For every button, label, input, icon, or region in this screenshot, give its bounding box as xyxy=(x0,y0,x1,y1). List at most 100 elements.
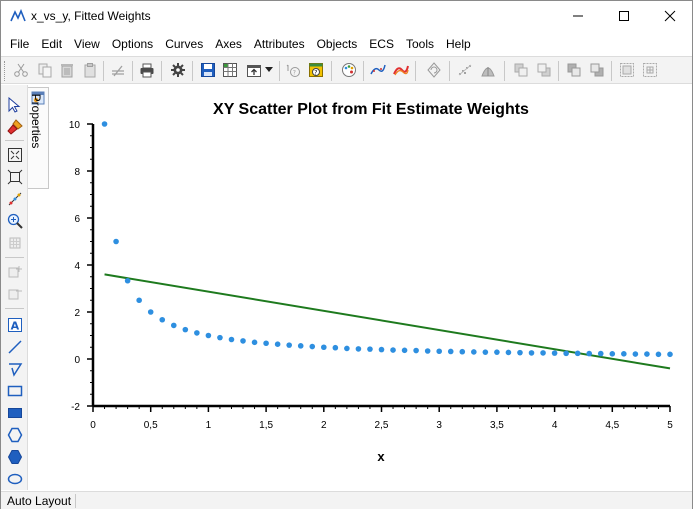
send-backward-icon xyxy=(537,63,551,77)
export-dropdown-button[interactable] xyxy=(263,60,275,80)
export-button[interactable] xyxy=(244,60,264,80)
pointer-tool[interactable] xyxy=(5,95,25,115)
delete-button[interactable] xyxy=(57,60,77,80)
settings-icon xyxy=(171,63,185,77)
data-point xyxy=(424,348,431,354)
bring-forward-button[interactable] xyxy=(511,60,531,80)
menu-view[interactable]: View xyxy=(74,37,100,51)
polyline-icon xyxy=(9,363,23,377)
group-icon xyxy=(620,63,634,77)
data-point xyxy=(505,349,512,356)
filled-hexagon-tool[interactable] xyxy=(5,447,25,467)
menu-objects[interactable]: Objects xyxy=(316,37,358,51)
curve-fit-button[interactable] xyxy=(368,60,388,80)
menu-ecs[interactable]: ECS xyxy=(369,37,394,51)
filled-rectangle-tool[interactable] xyxy=(5,403,25,423)
data-point xyxy=(413,347,419,354)
data-points-series xyxy=(101,121,673,358)
format-icon xyxy=(112,65,124,77)
menu-help[interactable]: Help xyxy=(445,37,471,51)
menu-edit[interactable]: Edit xyxy=(41,37,63,51)
send-to-back-button[interactable] xyxy=(587,60,607,80)
data-point xyxy=(147,309,154,315)
paste-button[interactable] xyxy=(80,60,100,80)
menu-tools[interactable]: Tools xyxy=(405,37,434,51)
hexagon-tool[interactable] xyxy=(5,425,25,445)
toolbar-separator xyxy=(192,61,193,81)
edit-points-icon xyxy=(8,192,22,206)
ellipse-tool[interactable] xyxy=(5,469,25,489)
toolbar-separator xyxy=(415,61,416,81)
data-grid-button[interactable] xyxy=(220,60,240,80)
svg-text:?: ? xyxy=(293,70,296,77)
toolbar-grip[interactable] xyxy=(4,61,7,81)
palette-icon xyxy=(342,63,356,77)
close-button[interactable] xyxy=(647,1,693,31)
text-tool[interactable]: A xyxy=(5,315,25,335)
line-icon xyxy=(8,340,22,354)
y-tick-label: 4 xyxy=(74,261,80,272)
save-button[interactable] xyxy=(198,60,218,80)
edit-points-tool[interactable] xyxy=(5,189,25,209)
data-point xyxy=(332,344,339,351)
curve-fit-highlight-button[interactable] xyxy=(391,60,411,80)
data-point xyxy=(574,350,581,357)
text-icon: A xyxy=(8,318,22,333)
dropdown-icon xyxy=(265,67,273,72)
polyline-tool[interactable] xyxy=(5,359,25,379)
help-button[interactable]: ? xyxy=(306,60,326,80)
scatter-chart[interactable]: XY Scatter Plot from Fit Estimate Weight… xyxy=(51,85,692,491)
data-grid-icon xyxy=(223,63,237,77)
print-button[interactable] xyxy=(137,60,157,80)
line-tool[interactable] xyxy=(5,337,25,357)
data-point xyxy=(540,350,546,356)
palette-button[interactable] xyxy=(339,60,359,80)
menu-attributes[interactable]: Attributes xyxy=(253,37,305,51)
y-tick-label: 6 xyxy=(74,214,80,225)
plot-canvas[interactable]: XY Scatter Plot from Fit Estimate Weight… xyxy=(51,85,692,491)
data-point xyxy=(528,350,535,356)
zoom-tool[interactable] xyxy=(5,211,25,231)
zoom-fit-tool[interactable] xyxy=(5,145,25,165)
data-table-tool[interactable] xyxy=(5,233,25,253)
export-icon xyxy=(247,65,261,77)
ungroup-button[interactable] xyxy=(640,60,660,80)
add-layer-icon xyxy=(8,266,22,278)
brush-tool[interactable] xyxy=(5,117,25,137)
left-tool-palette: A xyxy=(1,85,28,490)
menu-file[interactable]: File xyxy=(10,37,30,51)
group-button[interactable] xyxy=(617,60,637,80)
save-icon xyxy=(201,63,215,77)
data-point xyxy=(644,351,650,357)
gauge-button[interactable] xyxy=(478,60,498,80)
rectangle-tool[interactable] xyxy=(5,381,25,401)
minimize-button[interactable] xyxy=(555,1,601,31)
toolbar-separator xyxy=(331,61,332,81)
status-bar: Auto Layout xyxy=(1,491,692,509)
toolbar-separator xyxy=(103,61,104,81)
remove-layer-tool[interactable] xyxy=(5,284,25,304)
settings-button[interactable] xyxy=(168,60,188,80)
cut-button[interactable] xyxy=(11,60,31,80)
bring-to-front-button[interactable] xyxy=(564,60,584,80)
x-tick-label: 2 xyxy=(321,420,327,431)
copy-button[interactable] xyxy=(35,60,55,80)
menu-options[interactable]: Options xyxy=(111,37,154,51)
data-point xyxy=(297,343,304,349)
rotate-button[interactable] xyxy=(424,60,444,80)
send-backward-button[interactable] xyxy=(534,60,554,80)
add-layer-tool[interactable] xyxy=(5,262,25,282)
toolbar-separator xyxy=(132,61,133,81)
maximize-icon xyxy=(619,11,629,21)
maximize-button[interactable] xyxy=(601,1,647,31)
data-point xyxy=(159,316,166,323)
properties-tab[interactable]: Properties xyxy=(28,87,49,189)
format-button[interactable] xyxy=(108,60,128,80)
zoom-extents-tool[interactable] xyxy=(5,167,25,187)
data-point xyxy=(551,350,558,356)
scatter-button[interactable] xyxy=(455,60,475,80)
number-format-button[interactable]: ? xyxy=(284,60,304,80)
menu-axes[interactable]: Axes xyxy=(215,37,242,51)
menu-curves[interactable]: Curves xyxy=(165,37,204,51)
